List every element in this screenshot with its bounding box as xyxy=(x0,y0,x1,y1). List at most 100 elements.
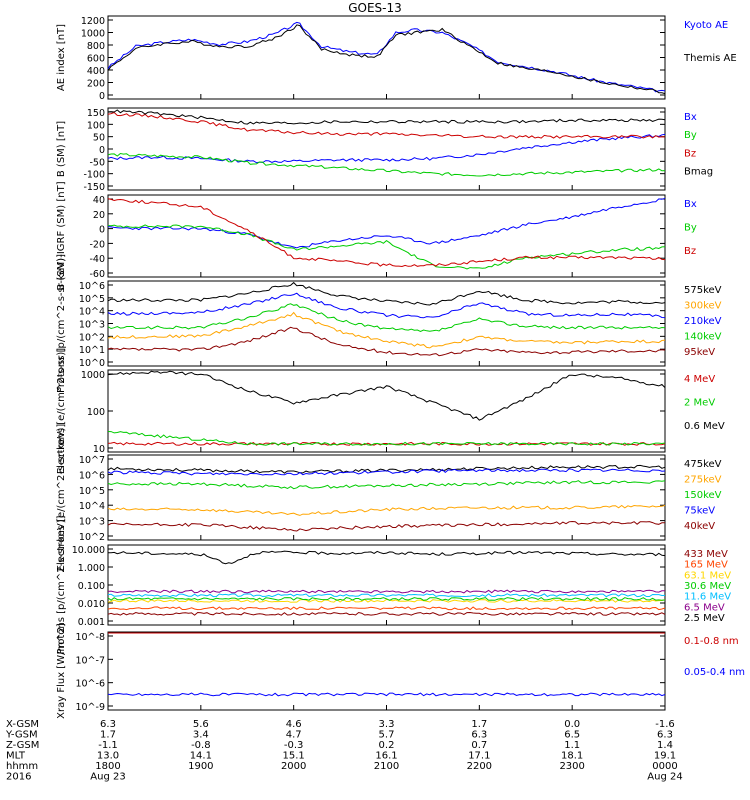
y-tick-label: 0.001 xyxy=(78,617,105,628)
legend-protons2-1: 165 MeV xyxy=(684,560,728,571)
legend-protons1-2: 210keV xyxy=(684,316,722,327)
series-line-bigrf-0 xyxy=(107,197,666,249)
y-tick-label: 1.000 xyxy=(78,563,105,574)
legend-electrons2-3: 75keV xyxy=(684,505,715,516)
panel-ylabel: B (SM)-IGRF (SM) [nT] xyxy=(56,181,67,290)
y-tick-label: 10^1 xyxy=(79,345,105,356)
y-tick-label: 100 xyxy=(87,407,105,418)
legend-electrons1-1: 2 MeV xyxy=(684,397,715,408)
xaxis-row-value: 6.5 xyxy=(564,730,580,741)
legend-ae-0: Kyoto AE xyxy=(684,20,728,31)
legend-bsm-1: By xyxy=(684,130,697,141)
y-tick-label: 10^3 xyxy=(79,517,105,528)
legend-protons2-0: 433 MeV xyxy=(684,549,728,560)
xaxis-row-value: 1.1 xyxy=(564,740,580,751)
xaxis-row-value: 0000 xyxy=(652,761,677,772)
xaxis-row-label: hhmm xyxy=(6,761,38,772)
y-tick-label: -20 xyxy=(89,239,105,250)
y-tick-label: 0.010 xyxy=(78,599,105,610)
y-tick-label: 10^0 xyxy=(79,358,105,369)
panel-electrons1 xyxy=(107,369,666,453)
panel-frame xyxy=(107,631,666,711)
xaxis-row-value: -0.8 xyxy=(191,740,211,751)
y-tick-label: 10^5 xyxy=(79,486,105,497)
xaxis-row-value: 6.3 xyxy=(657,730,673,741)
series-line-bsm-3 xyxy=(107,109,666,125)
y-tick-label: 1000 xyxy=(81,29,105,40)
y-tick-label: 10^6 xyxy=(79,470,105,481)
y-tick-label: 50 xyxy=(93,133,105,144)
xaxis-row-label: 2016 xyxy=(6,772,31,783)
series-line-protons2-6 xyxy=(107,550,666,565)
series-line-bsm-1 xyxy=(107,152,666,177)
panel-bigrf xyxy=(107,194,666,278)
xaxis-row-value: 3.4 xyxy=(193,730,209,741)
series-line-protons2-1 xyxy=(107,606,666,611)
y-tick-label: 0 xyxy=(99,91,105,102)
y-tick-label: 1200 xyxy=(81,16,105,27)
y-tick-label: 10^-8 xyxy=(75,632,105,643)
series-line-electrons1-2 xyxy=(107,370,666,421)
xaxis-row-value: -1.1 xyxy=(98,740,118,751)
plot-title: GOES-13 xyxy=(348,1,402,15)
xaxis-row-value: 6.3 xyxy=(471,730,487,741)
xaxis-row-value: 17.1 xyxy=(468,751,490,762)
y-tick-label: 10^-6 xyxy=(75,679,105,690)
series-line-protons1-1 xyxy=(107,311,666,349)
xaxis-row-value: 1.7 xyxy=(471,719,487,730)
series-line-ae-0 xyxy=(107,21,666,93)
y-tick-label: 800 xyxy=(87,41,105,52)
legend-protons1-4: 95keV xyxy=(684,347,715,358)
y-tick-label: 40 xyxy=(93,195,105,206)
xaxis-row-value: 2300 xyxy=(559,761,584,772)
xaxis-row-value: -1.6 xyxy=(655,719,675,730)
y-tick-label: 20 xyxy=(93,210,105,221)
panel-ylabel: Protons [p/(cm^2-s-sr-keV)] xyxy=(56,515,67,654)
series-line-protons2-3 xyxy=(107,596,666,601)
panel-ylabel: Xray Flux [W/m^2] xyxy=(56,623,67,719)
series-line-electrons2-3 xyxy=(107,468,666,476)
legend-electrons2-0: 475keV xyxy=(684,459,722,470)
panel-ylabel: AE index [nT] xyxy=(56,24,67,91)
xaxis-row-label: Z-GSM xyxy=(6,740,39,751)
xaxis-row-value: 18.1 xyxy=(561,751,583,762)
panel-ylabel: Protons [p/(cm^2-s-sr-keV)] xyxy=(56,254,67,393)
y-tick-label: 10^7 xyxy=(79,455,105,466)
legend-bigrf-1: By xyxy=(684,222,697,233)
series-line-protons1-2 xyxy=(107,292,666,319)
y-tick-label: 10^4 xyxy=(79,501,105,512)
legend-electrons2-1: 275keV xyxy=(684,474,722,485)
legend-protons2-2: 63.1 MeV xyxy=(684,570,731,581)
series-line-electrons2-2 xyxy=(107,480,666,490)
series-line-bsm-2 xyxy=(107,111,666,139)
xaxis-row-value: Aug 24 xyxy=(647,772,682,783)
y-tick-label: 100 xyxy=(87,120,105,131)
y-tick-label: 10^5 xyxy=(79,294,105,305)
xaxis-row-value: 16.1 xyxy=(375,751,397,762)
panel-ae xyxy=(107,15,666,100)
y-tick-label: 10^2 xyxy=(79,532,105,543)
panel-frame xyxy=(107,107,666,191)
y-tick-label: 0 xyxy=(99,225,105,236)
panel-bsm xyxy=(107,107,666,191)
legend-protons1-0: 575keV xyxy=(684,285,722,296)
xaxis-row-value: 5.7 xyxy=(379,730,395,741)
series-line-bigrf-2 xyxy=(107,198,666,268)
panel-ylabel: Electrons [e/(cm^2-s-sr-keV)] xyxy=(56,424,67,572)
y-tick-label: 600 xyxy=(87,54,105,65)
xaxis-row-value: 2000 xyxy=(281,761,306,772)
xaxis-row-value: 19.1 xyxy=(654,751,676,762)
xaxis-row-value: 0.0 xyxy=(564,719,580,730)
panel-electrons2 xyxy=(107,454,666,541)
xaxis-row-value: 1.7 xyxy=(100,730,116,741)
panel-frame xyxy=(107,15,666,100)
panel-protons2 xyxy=(107,544,666,626)
legend-protons2-4: 11.6 MeV xyxy=(684,592,731,603)
y-tick-label: 10^-7 xyxy=(75,655,105,666)
y-tick-label: 10^6 xyxy=(79,281,105,292)
y-tick-label: -50 xyxy=(89,157,105,168)
panel-ylabel: Electrons [e/(cm^2-s-sr)] xyxy=(56,348,67,474)
y-tick-label: 0.100 xyxy=(78,581,105,592)
legend-xray-1: 0.05-0.4 nm xyxy=(684,667,745,678)
legend-electrons1-2: 0.6 MeV xyxy=(684,421,725,432)
